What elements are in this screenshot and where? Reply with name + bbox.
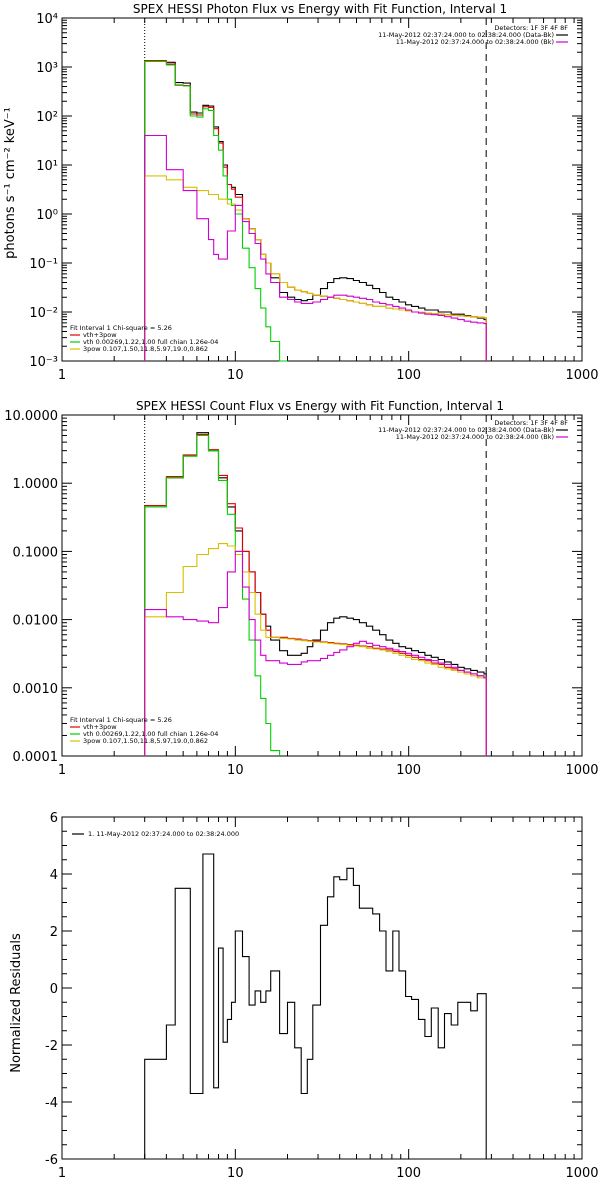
- series-black: [144, 432, 487, 756]
- y-tick-label: 6: [50, 811, 58, 826]
- legend-bottom-entry: Fit Interval 1 Chi-square = 5.26: [70, 324, 172, 332]
- legend-top-entry: 11-May-2012 02:37:24.000 to 02:38:24.000…: [396, 38, 554, 46]
- legend-top-entry: 11-May-2012 02:37:24.000 to 02:38:24.000…: [378, 31, 554, 39]
- x-tick-label: 100: [396, 1166, 421, 1181]
- x-tick-label: 100: [396, 368, 421, 383]
- x-tick-label: 1: [58, 368, 66, 383]
- x-tick-label: 1: [58, 1166, 66, 1181]
- photon-flux-ylabel: photons s⁻¹ cm⁻² keV⁻¹: [3, 107, 18, 259]
- series-yellow: [144, 175, 487, 361]
- x-tick-label: 1000: [565, 368, 598, 383]
- series-red: [144, 60, 487, 361]
- y-tick-label: 10¹: [36, 159, 58, 174]
- series-red: [144, 433, 487, 756]
- y-tick-label: -4: [45, 1096, 58, 1111]
- y-tick-label: 10.0000: [4, 409, 58, 424]
- y-tick-label: 10⁰: [36, 208, 58, 223]
- legend-bottom-entry: Fit Interval 1 Chi-square = 5.26: [70, 716, 172, 724]
- x-tick-label: 1000: [565, 763, 598, 778]
- x-tick-label: 10: [227, 1166, 244, 1181]
- legend-left-entry: 1. 11-May-2012 02:37:24.000 to 02:38:24.…: [88, 830, 239, 838]
- residuals-panel: Normalized Residuals 1 10 100 1000 -6 -4 -2 0 2 4…: [9, 811, 599, 1181]
- residuals-ylabel: Normalized Residuals: [9, 933, 24, 1073]
- y-tick-label: -2: [45, 1039, 58, 1054]
- legend-bottom-entry: vth+3pow: [83, 331, 117, 339]
- legend-bottom-entry: vth 0.00269,1.22,1.00 full chian 1.26e-0…: [83, 338, 218, 346]
- plot-frame: [61, 17, 583, 362]
- x-tick-label: 10: [227, 763, 244, 778]
- y-tick-label: 0.0100: [13, 614, 59, 629]
- legend-top-entry: 11-May-2012 02:37:24.000 to 02:38:24.000…: [378, 426, 554, 434]
- photon-flux-panel: SPEX HESSI Photon Flux vs Energy with Fi…: [3, 2, 599, 383]
- y-tick-label: 10⁴: [36, 12, 58, 27]
- y-tick-label: 10⁻²: [29, 306, 58, 321]
- count-flux-panel: SPEX HESSI Count Flux vs Energy with Fit…: [4, 399, 598, 778]
- series-magenta: [144, 134, 487, 361]
- x-tick-label: 1000: [565, 1166, 598, 1181]
- y-tick-label: 0: [50, 982, 58, 997]
- plot-frame: [61, 816, 583, 1160]
- x-tick-label: 10: [227, 368, 244, 383]
- plot-frame: [61, 414, 583, 757]
- y-tick-label: 10⁻³: [29, 355, 58, 370]
- legend-top-entry: 11-May-2012 02:37:24.000 to 02:38:24.000…: [396, 433, 554, 441]
- y-tick-label: -6: [45, 1153, 58, 1168]
- series-yellow: [144, 543, 487, 756]
- x-tick-label: 1: [58, 763, 66, 778]
- legend-bottom-entry: 3pow 0.107,1.50,11.8,5.97,19.0,0.862: [83, 737, 208, 745]
- y-tick-label: 2: [50, 925, 58, 940]
- y-tick-label: 10²: [36, 110, 58, 125]
- y-tick-label: 0.0001: [13, 750, 59, 765]
- series-green: [144, 60, 288, 362]
- legend-top-entry: Detectors: 1F 3F 4F 8F: [494, 24, 568, 32]
- y-tick-label: 0.0010: [13, 682, 59, 697]
- y-tick-label: 10³: [36, 61, 58, 76]
- y-tick-label: 0.1000: [13, 545, 59, 560]
- series-green: [144, 434, 281, 756]
- photon-flux-title: SPEX HESSI Photon Flux vs Energy with Fi…: [133, 2, 507, 16]
- series-black: [144, 853, 487, 1159]
- legend-bottom-entry: vth+3pow: [83, 723, 117, 731]
- x-tick-label: 100: [396, 763, 421, 778]
- y-tick-label: 4: [50, 868, 58, 883]
- legend-top-entry: Detectors: 1F 3F 4F 8F: [494, 419, 568, 427]
- series-black: [144, 60, 487, 361]
- series-magenta: [144, 550, 487, 756]
- legend-bottom-entry: vth 0.00269,1.22,1.00 full chian 1.26e-0…: [83, 730, 218, 738]
- y-tick-label: 10⁻¹: [29, 257, 58, 272]
- count-flux-title: SPEX HESSI Count Flux vs Energy with Fit…: [136, 399, 504, 413]
- legend-bottom-entry: 3pow 0.107,1.50,11.8,5.97,19.0,0.862: [83, 345, 208, 353]
- y-tick-label: 1.0000: [13, 477, 59, 492]
